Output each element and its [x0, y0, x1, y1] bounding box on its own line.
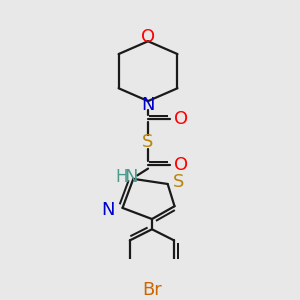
- Text: H: H: [115, 168, 128, 186]
- Text: Br: Br: [142, 281, 162, 299]
- Text: S: S: [172, 173, 184, 191]
- Text: S: S: [142, 133, 154, 151]
- Text: O: O: [174, 156, 188, 174]
- Text: N: N: [141, 96, 155, 114]
- Text: O: O: [174, 110, 188, 128]
- Text: N: N: [124, 168, 138, 186]
- Text: O: O: [141, 28, 155, 46]
- Text: N: N: [101, 201, 115, 219]
